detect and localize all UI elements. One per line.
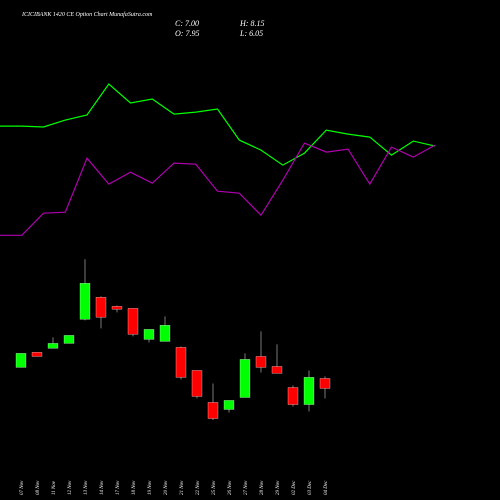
x-tick-label: 18 Nov xyxy=(132,480,137,495)
candle-body xyxy=(191,370,203,397)
candle-body xyxy=(143,329,155,340)
candle-body xyxy=(127,308,139,335)
candle-body xyxy=(303,377,315,405)
x-tick-label: 26 Nov xyxy=(228,480,233,495)
x-tick-label: 13 Nov xyxy=(84,480,89,495)
x-tick-label: 20 Nov xyxy=(164,480,169,495)
candle-body xyxy=(95,297,107,318)
low-label: L: 6.05 xyxy=(239,29,263,38)
candle-body xyxy=(111,306,123,310)
candle-body xyxy=(79,283,91,320)
line-series xyxy=(0,83,436,166)
x-tick-label: 22 Nov xyxy=(196,480,201,495)
candle-body xyxy=(255,356,267,368)
x-tick-label: 03 Dec xyxy=(308,480,313,495)
candle-body xyxy=(31,352,43,357)
candle-body xyxy=(287,387,299,405)
line-series xyxy=(0,142,436,236)
chart-title: ICICIBANK 1420 CE Option Chart MunafaSut… xyxy=(21,11,153,18)
x-tick-label: 17 Nov xyxy=(116,480,121,495)
candle-body xyxy=(15,353,27,368)
open-label: O: 7.95 xyxy=(175,29,199,38)
x-tick-label: 25 Nov xyxy=(212,480,217,495)
candle-body xyxy=(223,400,235,410)
x-tick-label: 21 Nov xyxy=(180,480,185,495)
x-tick-label: 11 Nov xyxy=(52,480,57,495)
candle-body xyxy=(159,325,171,342)
candle-body xyxy=(47,343,59,349)
x-tick-label: 19 Nov xyxy=(148,480,153,495)
high-label: H: 8.15 xyxy=(239,19,264,28)
x-tick-label: 28 Nov xyxy=(260,480,265,495)
candle-body xyxy=(63,335,75,344)
candle-body xyxy=(175,347,187,378)
x-tick-label: 07 Nov xyxy=(20,480,25,495)
x-tick-label: 02 Dec xyxy=(292,480,297,495)
candle-body xyxy=(271,366,283,374)
x-tick-label: 08 Nov xyxy=(36,480,41,495)
candle-body xyxy=(207,402,219,419)
x-tick-label: 12 Nov xyxy=(68,480,73,495)
candle-body xyxy=(239,359,251,398)
x-tick-label: 27 Nov xyxy=(244,480,249,495)
close-label: C: 7.00 xyxy=(175,19,199,28)
x-tick-label: 14 Nov xyxy=(100,480,105,495)
x-tick-label: 04 Dec xyxy=(324,480,329,495)
candle-body xyxy=(319,378,331,389)
x-tick-label: 29 Nov xyxy=(276,480,281,495)
